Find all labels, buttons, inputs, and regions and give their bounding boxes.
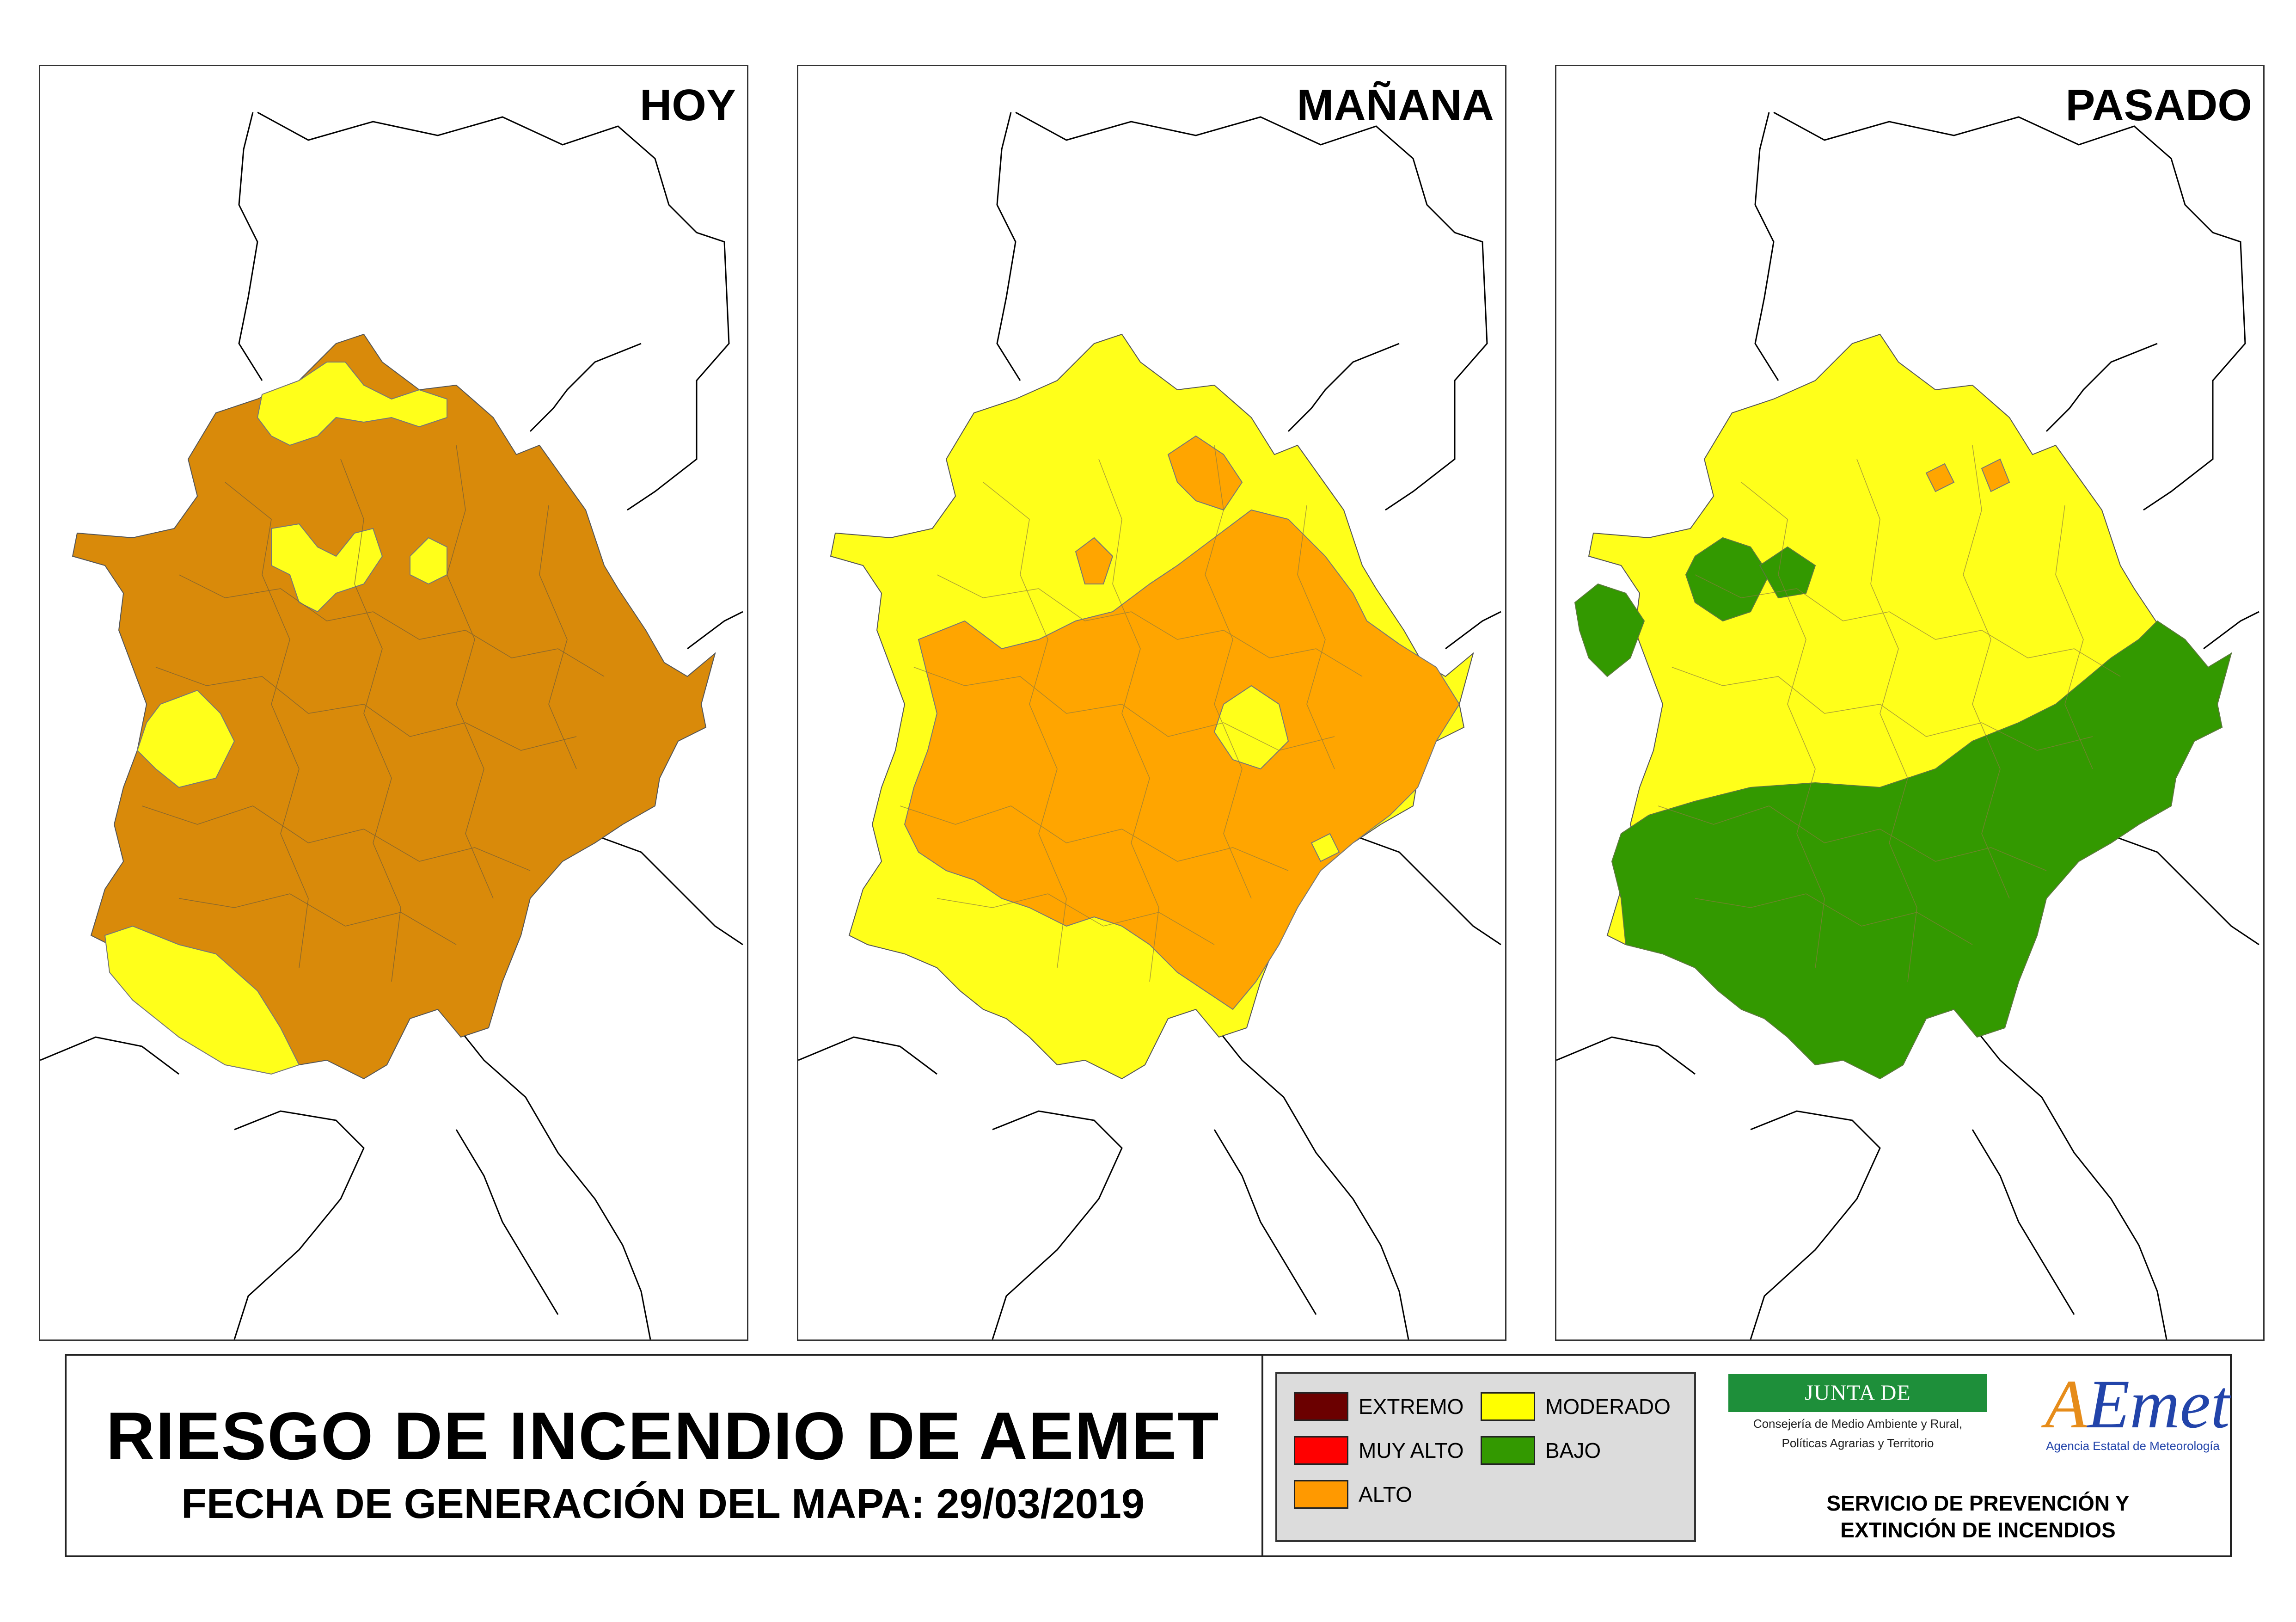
map-panel-manana: MAÑANA — [797, 65, 1506, 1341]
junta-line-2: Políticas Agrarias y Territorio — [1782, 1436, 1934, 1450]
legend-item-muy-alto: MUY ALTO — [1294, 1436, 1464, 1465]
footer-divider — [1261, 1356, 1263, 1555]
service-label: SERVICIO DE PREVENCIÓN Y EXTINCIÓN DE IN… — [1728, 1490, 2228, 1543]
panel-title-pasado: PASADO — [2065, 80, 2252, 130]
aemet-logo-text: AEmet — [2045, 1366, 2230, 1443]
junta-name: JUNTA DE EXTREMADURA — [1728, 1374, 1987, 1443]
generation-date: FECHA DE GENERACIÓN DEL MAPA: 29/03/2019 — [181, 1481, 1145, 1527]
legend-item-alto: ALTO — [1294, 1480, 1412, 1509]
service-line-2: EXTINCIÓN DE INCENDIOS — [1840, 1518, 2116, 1542]
legend-label-bajo: BAJO — [1545, 1438, 1601, 1462]
legend-label-muy-alto: MUY ALTO — [1359, 1438, 1464, 1462]
legend-swatch-alto — [1294, 1480, 1348, 1509]
legend-item-extremo: EXTREMO — [1294, 1392, 1463, 1421]
map-panel-hoy: HOY — [39, 65, 748, 1341]
map-pasado — [1556, 111, 2259, 1339]
panel-title-manana: MAÑANA — [1297, 80, 1494, 130]
legend: EXTREMO MUY ALTO ALTO MODERADO BAJO — [1275, 1372, 1696, 1542]
legend-swatch-bajo — [1481, 1436, 1535, 1465]
map-manana — [798, 111, 1501, 1339]
aemet-caption: Agencia Estatal de Meteorología — [2046, 1439, 2220, 1453]
map-hoy — [40, 111, 743, 1339]
service-line-1: SERVICIO DE PREVENCIÓN Y — [1826, 1491, 2130, 1515]
legend-item-moderado: MODERADO — [1481, 1392, 1671, 1421]
legend-label-moderado: MODERADO — [1545, 1395, 1671, 1419]
junta-line-1: Consejería de Medio Ambiente y Rural, — [1753, 1417, 1963, 1431]
map-panel-pasado: PASADO — [1555, 65, 2265, 1341]
legend-swatch-extremo — [1294, 1392, 1348, 1421]
legend-label-extremo: EXTREMO — [1359, 1395, 1464, 1419]
main-title: RIESGO DE INCENDIO DE AEMET — [106, 1398, 1220, 1474]
legend-item-bajo: BAJO — [1481, 1436, 1601, 1465]
panel-title-hoy: HOY — [639, 80, 736, 130]
footer-box: RIESGO DE INCENDIO DE AEMET FECHA DE GEN… — [65, 1354, 2232, 1557]
legend-label-alto: ALTO — [1359, 1482, 1412, 1506]
legend-swatch-moderado — [1481, 1392, 1535, 1421]
aemet-logo: AEmet Agencia Estatal de Meteorología — [2045, 1365, 2230, 1453]
junta-extremadura-logo: JUNTA DE EXTREMADURA Consejería de Medio… — [1728, 1374, 1987, 1451]
legend-swatch-muy-alto — [1294, 1436, 1348, 1465]
